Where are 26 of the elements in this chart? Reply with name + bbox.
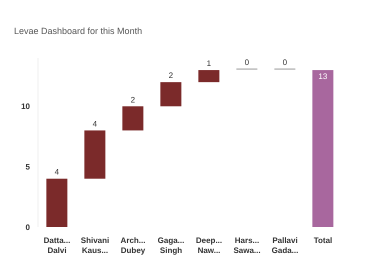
x-tick-label: Deep... Naw... [196,236,222,255]
data-label: 0 [244,58,250,68]
bar [46,178,68,227]
data-label: 4 [54,168,60,177]
bar [312,70,334,227]
bar [198,70,220,82]
data-label: 2 [130,95,136,104]
data-label: 4 [92,119,98,128]
x-tick-label: Arch... Dubey [120,236,146,255]
data-label: 2 [168,71,174,80]
data-label: 13 [318,72,328,82]
y-tick-label: 0 [26,222,31,232]
data-label: 1 [206,59,212,68]
x-tick-label: Datta... Dalvi [44,236,70,255]
y-tick-label: 5 [26,162,31,172]
x-tick-label: Gaga... Singh [158,236,184,255]
y-tick-label: 10 [21,102,31,112]
x-tick-label: Total [314,236,332,245]
x-tick-label: Hars... Sawa... [233,236,261,255]
bar [122,106,144,130]
chart-title: Levae Dashboard for this Month [13,25,144,38]
x-tick-label: Shivani Kaus... [80,236,110,255]
bar [84,130,106,179]
x-tick-label: Pallavi Gada... [272,236,298,255]
data-label: 0 [282,58,288,68]
bar [160,82,182,106]
